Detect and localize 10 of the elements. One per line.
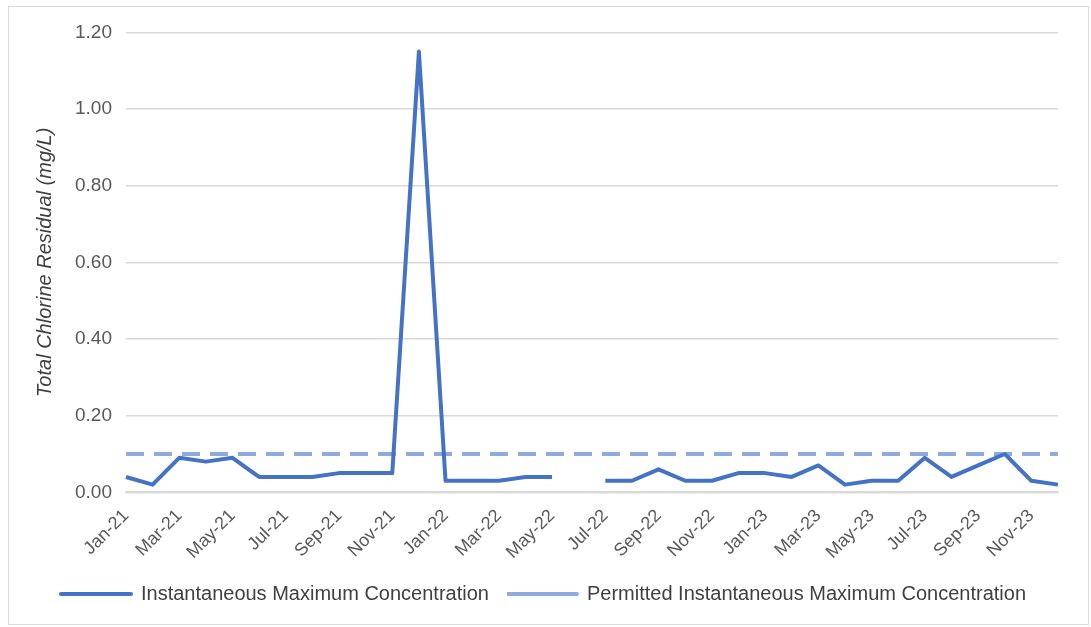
y-tick-label: 1.20	[75, 20, 112, 42]
legend-label: Instantaneous Maximum Concentration	[140, 581, 489, 604]
y-tick-label: 1.00	[75, 97, 112, 119]
y-tick-label: 0.60	[75, 250, 112, 272]
y-tick-label: 0.00	[75, 480, 112, 502]
y-axis-title: Total Chlorine Residual (mg/L)	[32, 127, 55, 398]
y-tick-label: 0.20	[75, 403, 112, 425]
y-tick-label: 0.40	[75, 327, 112, 349]
y-tick-label: 0.80	[75, 173, 112, 195]
legend-label: Permitted Instantaneous Maximum Concentration	[586, 581, 1027, 604]
